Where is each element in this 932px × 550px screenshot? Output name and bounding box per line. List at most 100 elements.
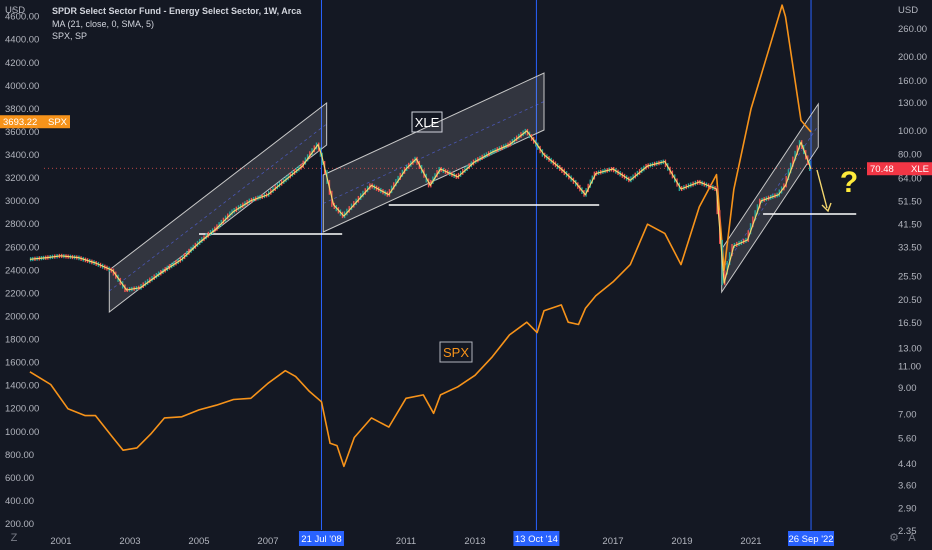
right-tick-label: 11.00 (898, 361, 921, 372)
event-date-badge[interactable] (788, 531, 835, 546)
left-tick-label: 2400.00 (5, 265, 39, 276)
left-tick-label: 4400.00 (5, 35, 39, 46)
xle-channel-2009-2014-midline (323, 101, 545, 204)
left-tick-label: 3200.00 (5, 173, 39, 184)
auto-scale-button[interactable]: A (908, 532, 916, 544)
chart-title: SPDR Select Sector Fund - Energy Select … (52, 6, 302, 16)
xle-candle (399, 172, 401, 180)
left-tick-label: 4000.00 (5, 81, 39, 92)
right-tick-label: 4.40 (898, 459, 917, 470)
left-tick-label: 3400.00 (5, 150, 39, 161)
x-tick-label: 2007 (257, 536, 278, 547)
right-tick-label: 80.00 (898, 150, 922, 161)
event-date-label: 21 Jul '08 (301, 534, 341, 545)
xle-channel-2002-2008-midline (109, 123, 327, 292)
xle-candle (756, 204, 759, 215)
left-tick-label: 3600.00 (5, 127, 39, 138)
spx-annotation-box (439, 341, 473, 363)
right-tick-label: 7.00 (898, 410, 917, 421)
xle-candle (792, 156, 794, 167)
down-arrow-line (816, 169, 828, 209)
left-tick-label: 1400.00 (5, 381, 39, 392)
left-tick-label: 2200.00 (5, 288, 39, 299)
xle-candle (724, 270, 726, 286)
xle-candle (306, 154, 309, 162)
xle-candle (726, 260, 728, 275)
xle-candle (752, 216, 754, 228)
x-tick-label: 2013 (464, 536, 485, 547)
right-tick-label: 13.00 (898, 344, 922, 355)
indicator-label: MA (21, close, 0, SMA, 5) (52, 19, 155, 29)
right-tick-label: 20.50 (898, 295, 922, 306)
xle-price-badge-value: 70.48 (870, 164, 894, 175)
right-tick-label: 25.50 (898, 272, 922, 283)
xle-annotation-box (411, 111, 443, 133)
xle-candle (731, 243, 733, 257)
right-tick-label: 2.35 (898, 526, 917, 537)
xle-candle (749, 223, 752, 235)
x-tick-label: 2021 (740, 536, 761, 547)
left-tick-label: 200.00 (5, 519, 34, 530)
right-tick-label: 2.90 (898, 504, 917, 515)
right-tick-label: 5.60 (898, 433, 917, 444)
left-tick-label: 1000.00 (5, 427, 39, 438)
xle-annotation-text: XLE (415, 115, 440, 130)
x-tick-label: 2005 (188, 536, 209, 547)
right-axis-currency: USD (898, 5, 918, 16)
left-tick-label: 1800.00 (5, 335, 39, 346)
xle-candle (390, 185, 393, 194)
left-tick-label: 2800.00 (5, 219, 39, 230)
xle-candle (794, 150, 796, 161)
settings-gear-icon[interactable]: ⚙ (889, 532, 899, 544)
left-tick-label: 2600.00 (5, 242, 39, 253)
spx-price-badge-value: 3693.22 (3, 117, 37, 128)
right-tick-label: 260.00 (898, 24, 927, 35)
right-tick-label: 3.60 (898, 481, 917, 492)
right-tick-label: 33.50 (898, 243, 922, 254)
x-tick-label: 2011 (396, 536, 416, 547)
xle-ma-line (29, 130, 812, 291)
xle-candle (787, 169, 790, 181)
x-tick-label: 2003 (119, 536, 140, 547)
xle-candle (789, 162, 792, 174)
right-tick-label: 16.50 (898, 318, 922, 329)
xle-candle (397, 175, 399, 184)
collapse-icon[interactable]: ⌃ (9, 7, 19, 19)
right-tick-label: 100.00 (898, 126, 927, 137)
left-tick-label: 3800.00 (5, 104, 39, 115)
xle-candle (796, 145, 798, 155)
question-mark: ? (840, 166, 858, 199)
event-date-badge[interactable] (513, 531, 560, 546)
left-tick-label: 3000.00 (5, 196, 39, 207)
spx-price-badge-label: SPX (48, 117, 68, 128)
xle-price-badge-label: XLE (911, 164, 929, 175)
xle-candle (395, 179, 397, 187)
event-date-badge[interactable] (298, 531, 344, 546)
left-tick-label: 1600.00 (5, 358, 39, 369)
right-tick-label: 41.50 (898, 220, 922, 231)
xle-candle (754, 210, 756, 221)
right-tick-label: 200.00 (898, 52, 927, 63)
right-tick-label: 9.00 (898, 383, 917, 394)
right-tick-label: 130.00 (898, 98, 927, 109)
compare-label: SPX, SP (52, 31, 88, 41)
right-tick-label: 51.50 (898, 197, 922, 208)
xle-price-badge-bg (867, 162, 932, 176)
right-tick-label: 160.00 (898, 76, 927, 87)
x-tick-label: 2017 (602, 536, 623, 547)
xle-candle (728, 252, 731, 265)
left-tick-label: 600.00 (5, 473, 34, 484)
event-date-label: 26 Sep '22 (788, 534, 833, 545)
xle-candle (393, 182, 395, 190)
left-tick-label: 4200.00 (5, 58, 39, 69)
zoom-icon[interactable]: Z (10, 532, 18, 544)
left-tick-label: 1200.00 (5, 404, 39, 415)
spx-line (29, 4, 812, 468)
xle-channel-2020-2022-midline (721, 125, 819, 271)
x-tick-label: 2001 (50, 536, 71, 547)
left-axis-currency: USD (5, 5, 25, 16)
right-tick-label: 64.00 (898, 174, 922, 185)
spx-annotation-text: SPX (443, 345, 469, 360)
